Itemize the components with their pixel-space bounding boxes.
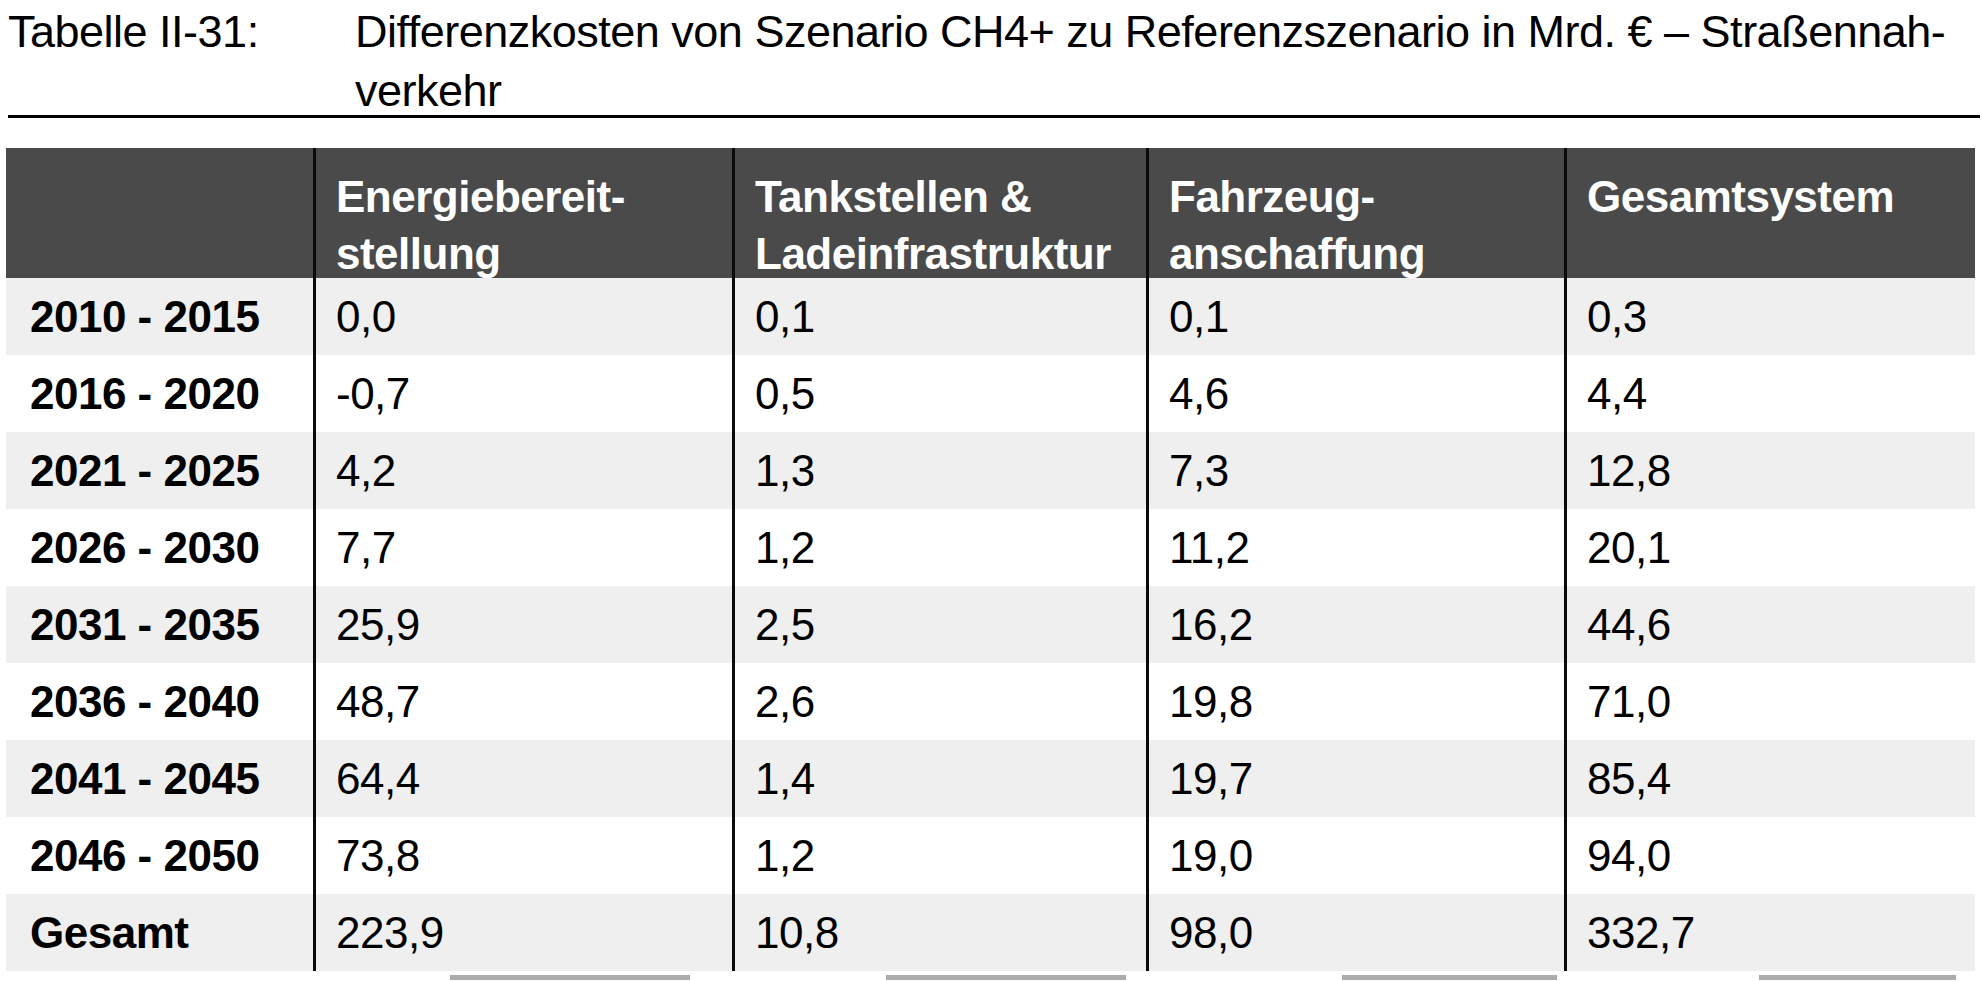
row-label: 2031 - 2035 [6, 586, 313, 663]
cell-gesamtsystem: 71,0 [1564, 663, 1975, 740]
cell-energiebereitstellung: -0,7 [313, 355, 732, 432]
cell-gesamtsystem: 0,3 [1564, 278, 1975, 355]
cell-fahrzeuganschaffung: 11,2 [1146, 509, 1564, 586]
table-header-row: Energiebereit- stellung Tankstellen & La… [6, 148, 1975, 278]
table-body: 2010 - 2015 0,0 0,1 0,1 0,3 2016 - 2020 … [6, 278, 1975, 971]
cell-fahrzeuganschaffung: 19,7 [1146, 740, 1564, 817]
cell-fahrzeuganschaffung: 16,2 [1146, 586, 1564, 663]
cell-fahrzeuganschaffung: 4,6 [1146, 355, 1564, 432]
cell-tankstellen-ladeinfrastruktur: 0,1 [732, 278, 1146, 355]
caption-number: Tabelle II-31: [8, 2, 355, 120]
cell-gesamtsystem: 85,4 [1564, 740, 1975, 817]
caption-rule [8, 115, 1980, 118]
row-label: 2026 - 2030 [6, 509, 313, 586]
row-label: 2016 - 2020 [6, 355, 313, 432]
cell-energiebereitstellung: 64,4 [313, 740, 732, 817]
table-row: Gesamt 223,9 10,8 98,0 332,7 [6, 894, 1975, 971]
table-row: 2010 - 2015 0,0 0,1 0,1 0,3 [6, 278, 1975, 355]
page-cut-artifact [450, 975, 690, 980]
row-label: 2041 - 2045 [6, 740, 313, 817]
table-row: 2041 - 2045 64,4 1,4 19,7 85,4 [6, 740, 1975, 817]
cell-gesamtsystem: 94,0 [1564, 817, 1975, 894]
header-cell-fahrzeuganschaffung: Fahrzeug- anschaffung [1146, 148, 1564, 282]
cell-fahrzeuganschaffung: 7,3 [1146, 432, 1564, 509]
cell-energiebereitstellung: 223,9 [313, 894, 732, 971]
table-row: 2016 - 2020 -0,7 0,5 4,6 4,4 [6, 355, 1975, 432]
cell-fahrzeuganschaffung: 19,0 [1146, 817, 1564, 894]
caption-text: Differenzkosten von Szenario CH4+ zu Ref… [355, 2, 1970, 120]
cell-energiebereitstellung: 73,8 [313, 817, 732, 894]
header-cell-energiebereitstellung: Energiebereit- stellung [313, 148, 732, 282]
cell-gesamtsystem: 44,6 [1564, 586, 1975, 663]
cell-tankstellen-ladeinfrastruktur: 2,5 [732, 586, 1146, 663]
cell-tankstellen-ladeinfrastruktur: 2,6 [732, 663, 1146, 740]
table-row: 2046 - 2050 73,8 1,2 19,0 94,0 [6, 817, 1975, 894]
cell-tankstellen-ladeinfrastruktur: 1,2 [732, 509, 1146, 586]
header-cell-period [6, 148, 313, 282]
table-row: 2021 - 2025 4,2 1,3 7,3 12,8 [6, 432, 1975, 509]
page-cut-artifact [886, 975, 1126, 980]
header-cell-tankstellen-ladeinfrastruktur: Tankstellen & Ladeinfrastruktur [732, 148, 1146, 282]
cell-tankstellen-ladeinfrastruktur: 0,5 [732, 355, 1146, 432]
row-label: 2036 - 2040 [6, 663, 313, 740]
cell-gesamtsystem: 12,8 [1564, 432, 1975, 509]
cell-tankstellen-ladeinfrastruktur: 10,8 [732, 894, 1146, 971]
row-label: Gesamt [6, 894, 313, 971]
row-label: 2010 - 2015 [6, 278, 313, 355]
cell-tankstellen-ladeinfrastruktur: 1,4 [732, 740, 1146, 817]
header-cell-gesamtsystem: Gesamtsystem [1564, 148, 1975, 282]
cell-energiebereitstellung: 25,9 [313, 586, 732, 663]
cell-energiebereitstellung: 4,2 [313, 432, 732, 509]
cell-tankstellen-ladeinfrastruktur: 1,3 [732, 432, 1146, 509]
cost-table: Energiebereit- stellung Tankstellen & La… [6, 148, 1975, 971]
cell-energiebereitstellung: 7,7 [313, 509, 732, 586]
cell-tankstellen-ladeinfrastruktur: 1,2 [732, 817, 1146, 894]
cell-fahrzeuganschaffung: 0,1 [1146, 278, 1564, 355]
page-cut-artifact [1759, 975, 1956, 980]
cell-fahrzeuganschaffung: 19,8 [1146, 663, 1564, 740]
cell-gesamtsystem: 332,7 [1564, 894, 1975, 971]
cell-energiebereitstellung: 48,7 [313, 663, 732, 740]
row-label: 2046 - 2050 [6, 817, 313, 894]
cell-gesamtsystem: 20,1 [1564, 509, 1975, 586]
row-label: 2021 - 2025 [6, 432, 313, 509]
table-row: 2026 - 2030 7,7 1,2 11,2 20,1 [6, 509, 1975, 586]
cell-fahrzeuganschaffung: 98,0 [1146, 894, 1564, 971]
cell-gesamtsystem: 4,4 [1564, 355, 1975, 432]
table-row: 2036 - 2040 48,7 2,6 19,8 71,0 [6, 663, 1975, 740]
table-row: 2031 - 2035 25,9 2,5 16,2 44,6 [6, 586, 1975, 663]
table-caption: Tabelle II-31: Differenzkosten von Szena… [8, 2, 1970, 120]
report-page: Tabelle II-31: Differenzkosten von Szena… [0, 0, 1982, 981]
cell-energiebereitstellung: 0,0 [313, 278, 732, 355]
page-cut-artifact [1342, 975, 1557, 980]
